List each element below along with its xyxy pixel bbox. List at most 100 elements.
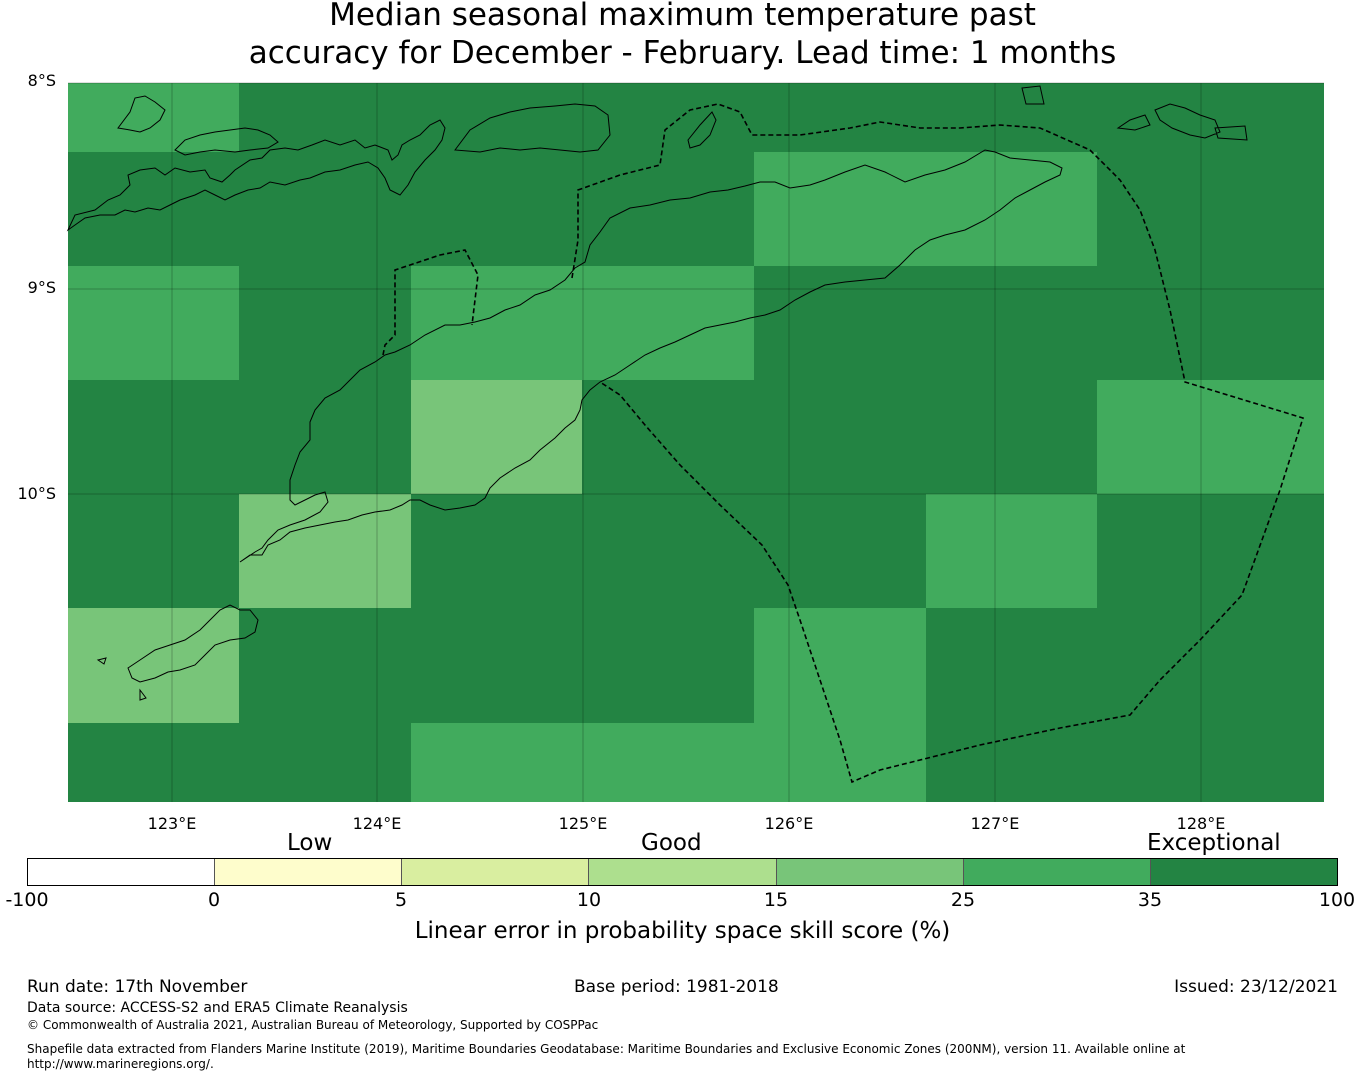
grid-cell xyxy=(1097,266,1324,380)
lon-label-125e: 125°E xyxy=(558,814,608,833)
grid-cell xyxy=(926,152,1097,266)
grid-cell xyxy=(411,494,582,608)
grid-cell xyxy=(411,266,582,380)
coastline-savu xyxy=(96,657,147,701)
colorbar-tick: 25 xyxy=(950,889,976,911)
eez-boundary-north xyxy=(382,249,479,356)
grid-cell xyxy=(68,266,239,380)
grid-cell xyxy=(68,608,239,723)
run-date: Run date: 17th November xyxy=(27,977,248,997)
title-line-1: Median seasonal maximum temperature past xyxy=(329,0,1036,33)
grid-cell xyxy=(68,494,239,608)
colorbar-tick: 35 xyxy=(1137,889,1163,911)
coastline-flores-alor xyxy=(66,119,446,232)
grid-cell xyxy=(926,266,1097,380)
grid-cell xyxy=(239,723,411,802)
skill-grid xyxy=(68,83,1324,802)
grid-cell xyxy=(411,608,582,723)
grid-cell xyxy=(582,608,754,723)
lat-label-10s: 10°S xyxy=(17,484,56,503)
coastline-atauro xyxy=(687,111,717,149)
lon-label-127e: 127°E xyxy=(970,814,1020,833)
colorbar-segment xyxy=(402,859,590,885)
colorbar-category-good: Good xyxy=(641,830,702,856)
colorbar-segment xyxy=(28,859,216,885)
lon-label-124e: 124°E xyxy=(352,814,402,833)
maritime-boundary xyxy=(382,103,1305,784)
colorbar-tick: 0 xyxy=(207,889,221,911)
grid-cell xyxy=(239,380,411,494)
colorbar-segment xyxy=(963,859,1151,885)
lat-label-8s: 8°S xyxy=(27,71,56,90)
grid-cell xyxy=(1097,152,1324,266)
grid-cell xyxy=(926,494,1097,608)
colorbar-segment xyxy=(1150,859,1337,885)
grid-cell xyxy=(411,152,582,266)
lon-label-128e: 128°E xyxy=(1176,814,1226,833)
lon-label-123e: 123°E xyxy=(147,814,197,833)
grid-cell xyxy=(239,152,411,266)
grid-cell xyxy=(926,608,1097,723)
coastline-timor xyxy=(239,149,1063,563)
colorbar-tick: 100 xyxy=(1318,889,1356,911)
grid-cell xyxy=(754,380,926,494)
map-title: Median seasonal maximum temperature past… xyxy=(0,0,1365,72)
grid-cell xyxy=(1097,380,1324,494)
coastline-wetar xyxy=(454,103,611,153)
colorbar-segment xyxy=(589,859,777,885)
grid-cell xyxy=(582,723,754,802)
grid-cell xyxy=(754,152,926,266)
coastline-kisar-leti xyxy=(1021,85,1248,141)
grid-cell xyxy=(754,494,926,608)
grid-cell xyxy=(411,83,582,152)
coastline-rote xyxy=(127,604,259,683)
eez-boundary-main xyxy=(571,103,1305,784)
grid-cell xyxy=(1097,83,1324,152)
colorbar-tick: 10 xyxy=(576,889,602,911)
grid-cell xyxy=(239,83,411,152)
lat-label-9s: 9°S xyxy=(27,278,56,297)
colorbar-segment xyxy=(215,859,403,885)
grid-cell xyxy=(582,152,754,266)
coastlines xyxy=(66,85,1248,701)
grid-cell xyxy=(68,83,239,152)
lon-label-126e: 126°E xyxy=(764,814,814,833)
grid-cell xyxy=(926,723,1097,802)
colorbar-category-low: Low xyxy=(287,830,333,856)
graticule xyxy=(68,82,1324,802)
grid-cell xyxy=(582,83,754,152)
issued-date: Issued: 23/12/2021 xyxy=(1174,977,1338,997)
grid-cell xyxy=(1097,723,1324,802)
colorbar-tick: -100 xyxy=(5,889,49,911)
grid-cell xyxy=(1097,494,1324,608)
grid-cell xyxy=(239,266,411,380)
coastline-pantar xyxy=(117,95,166,133)
shapefile-credit-line-1: Shapefile data extracted from Flanders M… xyxy=(27,1042,1186,1056)
grid-cell xyxy=(582,266,754,380)
colorbar-category-exceptional: Exceptional xyxy=(1147,830,1281,856)
data-source: Data source: ACCESS-S2 and ERA5 Climate … xyxy=(27,1000,408,1016)
title-line-2: accuracy for December - February. Lead t… xyxy=(248,35,1117,71)
coastline-flores-north xyxy=(174,127,279,156)
grid-cell xyxy=(68,380,239,494)
grid-cell xyxy=(754,608,926,723)
grid-cell xyxy=(926,380,1097,494)
colorbar-segment xyxy=(776,859,964,885)
grid-cell xyxy=(754,266,926,380)
colorbar-tick: 5 xyxy=(394,889,408,911)
skill-map xyxy=(66,82,1324,802)
copyright: © Commonwealth of Australia 2021, Austra… xyxy=(27,1018,599,1032)
grid-cell xyxy=(582,494,754,608)
grid-cell xyxy=(754,83,926,152)
grid-cell xyxy=(1097,608,1324,723)
colorbar-tick: 15 xyxy=(763,889,789,911)
grid-cell xyxy=(239,608,411,723)
colorbar xyxy=(27,858,1338,886)
grid-cell xyxy=(239,494,411,608)
shapefile-credit-line-2: http://www.marineregions.org/. xyxy=(27,1057,214,1071)
grid-cell xyxy=(754,723,926,802)
grid-cell xyxy=(411,380,582,494)
colorbar-label: Linear error in probability space skill … xyxy=(414,918,951,944)
grid-cell xyxy=(68,723,239,802)
base-period: Base period: 1981-2018 xyxy=(574,977,779,997)
